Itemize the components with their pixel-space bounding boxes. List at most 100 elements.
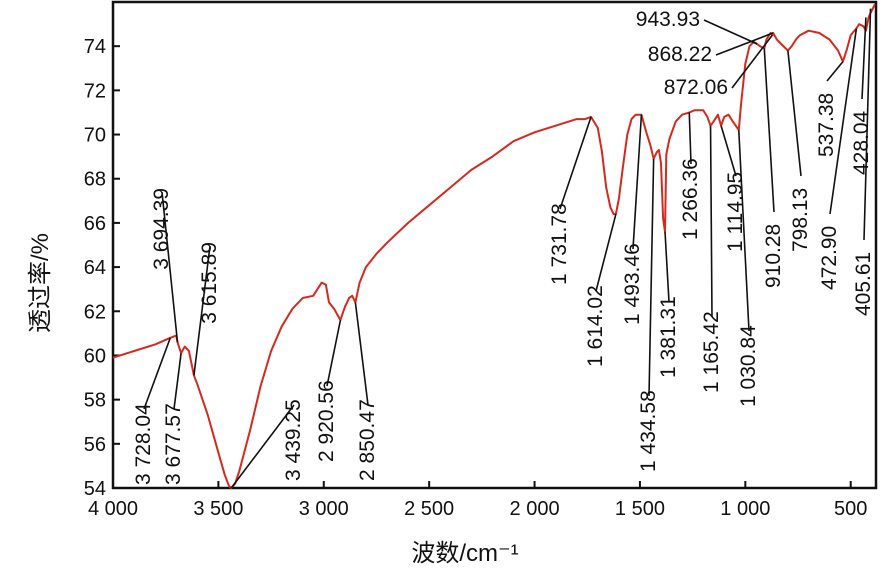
annotation-leader-line — [861, 17, 867, 100]
y-tick-label: 58 — [84, 390, 106, 412]
peak-annotation: 872.06 — [664, 34, 773, 99]
peak-annotation: 3 728.04 — [132, 337, 172, 485]
peak-label: 2 920.56 — [315, 380, 338, 462]
spectrum-line — [112, 3, 876, 489]
peak-label: 3 439.25 — [282, 399, 305, 481]
y-tick-label: 60 — [84, 345, 106, 367]
peak-annotation: 1 114.95 — [720, 125, 747, 252]
x-tick-label: 2 000 — [510, 498, 560, 520]
annotation-leader-line — [230, 404, 295, 489]
peak-annotation: 1 614.02 — [584, 213, 617, 367]
annotation-leader-line — [143, 337, 172, 410]
y-tick-label: 70 — [84, 125, 106, 147]
x-tick-label: 3 500 — [193, 498, 243, 520]
y-tick-label: 68 — [84, 169, 106, 191]
y-tick-label: 74 — [84, 36, 106, 58]
peak-annotation: 1 731.78 — [548, 116, 592, 285]
peak-annotation: 3 615.89 — [193, 242, 221, 376]
peak-annotation: 1 030.84 — [737, 130, 760, 407]
peak-annotations: 3 728.04 3 694.39 3 677.57 3 615.89 3 439.25… — [132, 8, 875, 489]
peak-label: 3 694.39 — [150, 188, 173, 270]
peak-label: 1 030.84 — [737, 325, 760, 407]
peak-label: 537.38 — [815, 93, 838, 157]
annotation-leader-line — [193, 245, 211, 376]
peak-annotation: 2 850.47 — [354, 302, 379, 481]
annotation-leader-line — [595, 213, 617, 292]
peak-annotation: 1 266.36 — [679, 112, 702, 240]
peak-annotation: 910.28 — [762, 48, 785, 288]
peak-annotation: 1 434.58 — [637, 158, 660, 472]
annotation-leader-line — [664, 231, 670, 303]
peak-label: 798.13 — [789, 188, 812, 252]
annotation-leader-line — [161, 191, 179, 343]
peak-annotation: 3 694.39 — [150, 188, 179, 343]
y-tick-label: 64 — [84, 257, 106, 279]
annotation-leader-line — [763, 48, 775, 213]
peak-annotation: 1 493.46 — [621, 114, 644, 325]
plot-frame — [111, 0, 878, 490]
peak-label: 1 165.42 — [700, 311, 723, 393]
y-tick-label: 72 — [84, 80, 106, 102]
annotation-leader-line — [720, 125, 737, 177]
peak-annotation: 472.90 — [818, 28, 858, 290]
peak-label: 1 381.31 — [657, 296, 680, 378]
annotation-leader-line — [737, 130, 750, 332]
peak-label: 3 677.57 — [162, 403, 185, 485]
peak-label: 3 728.04 — [132, 403, 155, 485]
peak-annotation: 3 439.25 — [230, 399, 305, 489]
peak-annotation: 2 920.56 — [315, 319, 342, 462]
y-tick-label: 62 — [84, 301, 106, 323]
peak-label: 1 266.36 — [679, 158, 702, 240]
peak-annotation: 868.22 — [648, 32, 774, 66]
y-tick-label: 54 — [84, 478, 106, 500]
annotation-leader-line — [715, 32, 774, 56]
annotation-leader-line — [829, 28, 858, 215]
annotation-leader-line — [173, 353, 182, 410]
peak-label: 872.06 — [664, 76, 728, 99]
peak-label: 1 434.58 — [637, 390, 660, 472]
peak-label: 3 615.89 — [198, 242, 221, 324]
spectrum-line-layer — [112, 3, 876, 489]
peak-label: 910.28 — [762, 224, 785, 288]
x-tick-label: 1 000 — [720, 498, 770, 520]
peak-annotation: 798.13 — [787, 50, 812, 252]
annotation-leader-line — [354, 302, 369, 406]
peak-label: 1 493.46 — [621, 243, 644, 325]
peak-annotation: 3 677.57 — [162, 353, 185, 485]
annotation-leader-line — [787, 50, 802, 177]
peak-annotation: 943.93 — [636, 8, 758, 45]
annotation-leader-line — [709, 125, 713, 318]
axis-labels: 波数/cm⁻¹ 透过率/% — [27, 233, 519, 567]
peak-annotation: 405.61 — [852, 8, 875, 316]
x-tick-label: 3 000 — [299, 498, 349, 520]
axis-ticks: 4 000 3 500 3 000 2 500 2 000 1 500 1 000 500 54… — [84, 36, 868, 520]
y-tick-label: 66 — [84, 213, 106, 235]
annotation-leader-line — [632, 114, 643, 250]
peak-label: 943.93 — [636, 8, 700, 31]
annotation-leader-line — [688, 112, 692, 165]
peak-label: 2 850.47 — [356, 399, 379, 481]
peak-annotation: 537.38 — [815, 61, 844, 157]
peak-label: 1 614.02 — [584, 285, 607, 367]
annotation-leader-line — [559, 116, 592, 210]
annotation-leader-line — [731, 34, 773, 89]
peak-label: 472.90 — [818, 226, 841, 290]
x-tick-label: 2 500 — [404, 498, 454, 520]
annotation-leader-line — [648, 158, 655, 397]
y-tick-label: 56 — [84, 434, 106, 456]
annotation-leader-line — [826, 61, 844, 82]
peak-label: 405.61 — [852, 252, 875, 316]
peak-annotation: 1 381.31 — [657, 231, 680, 378]
x-tick-label: 500 — [834, 498, 867, 520]
x-tick-label: 4 000 — [88, 498, 138, 520]
x-tick-label: 1 500 — [615, 498, 665, 520]
x-axis-label: 波数/cm⁻¹ — [411, 540, 518, 567]
peak-label: 1 731.78 — [548, 203, 571, 285]
plot-border — [111, 0, 878, 490]
annotation-leader-line — [863, 8, 872, 241]
y-axis-label: 透过率/% — [27, 233, 54, 333]
annotation-leader-line — [703, 19, 758, 45]
peak-label: 868.22 — [648, 43, 712, 66]
peak-label: 428.04 — [850, 110, 873, 175]
